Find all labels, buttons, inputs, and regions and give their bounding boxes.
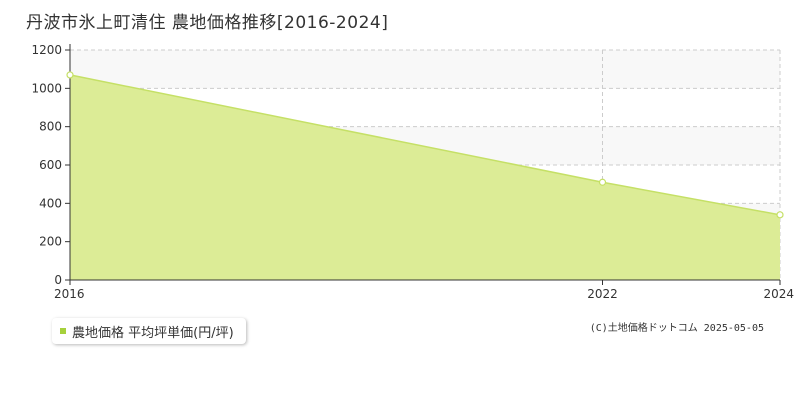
data-points <box>66 71 784 219</box>
y-tick-label: 800 <box>39 120 62 134</box>
y-tick-label: 600 <box>39 158 62 172</box>
legend-label: 農地価格 平均坪単価(円/坪) <box>72 325 234 341</box>
y-axis-ticks: 0 200 400 600 800 1000 1200 <box>31 43 70 287</box>
y-tick-label: 0 <box>54 273 62 287</box>
y-tick-label: 400 <box>39 196 62 210</box>
data-point <box>598 178 607 186</box>
series-area <box>69 74 781 281</box>
y-tick-label: 1000 <box>31 81 62 95</box>
legend: 農地価格 平均坪単価(円/坪) <box>52 318 246 344</box>
series-fill <box>70 74 780 281</box>
copyright-credit: (C)土地価格ドットコム 2025-05-05 <box>589 323 764 334</box>
chart-title: 丹波市氷上町清住 農地価格推移[2016-2024] <box>26 13 389 33</box>
y-tick-label: 1200 <box>31 43 62 57</box>
y-tick-label: 200 <box>39 235 62 249</box>
legend-swatch <box>60 328 66 334</box>
x-tick-label: 2022 <box>587 287 618 301</box>
x-tick-label: 2016 <box>54 287 85 301</box>
data-point <box>776 211 784 219</box>
x-tick-label: 2024 <box>763 287 794 301</box>
plot-band <box>70 50 780 89</box>
data-point <box>66 71 74 79</box>
x-axis-ticks: 2016 2022 2024 <box>54 280 794 301</box>
axes <box>69 44 780 281</box>
